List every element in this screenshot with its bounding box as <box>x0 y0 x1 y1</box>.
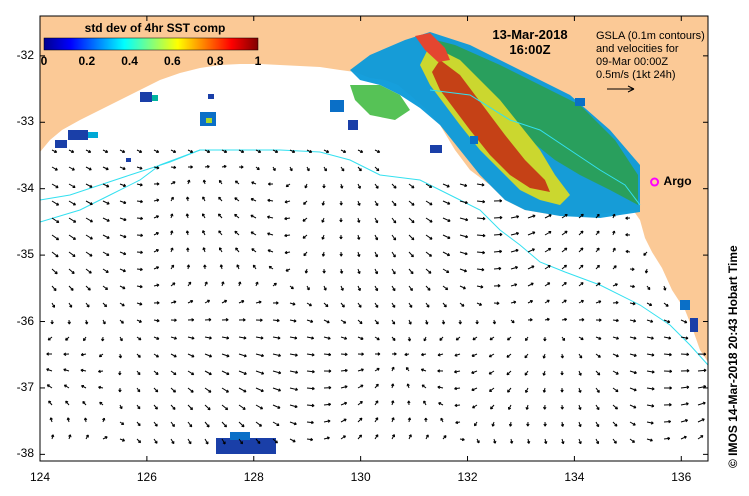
imos-credit: © IMOS 14-Mar-2018 20:43 Hobart Time <box>726 245 740 468</box>
y-tick-label: -37 <box>16 379 34 394</box>
colorbar-tick-label: 0.4 <box>121 54 138 68</box>
x-tick-label: 136 <box>671 470 692 484</box>
gsla-line-4: 0.5m/s (1kt 24h) <box>596 69 676 81</box>
date-label: 13-Mar-2018 16:00Z <box>470 27 590 57</box>
x-tick-label: 134 <box>564 470 585 484</box>
x-tick-label: 128 <box>243 470 264 484</box>
gsla-line-3: 09-Mar 00:00Z <box>596 56 669 68</box>
colorbar-tick-label: 0 <box>40 54 48 68</box>
plot-frame <box>39 15 709 462</box>
legend-arrow-icon <box>607 85 635 93</box>
colorbar-tick-label: 1 <box>254 54 262 68</box>
x-tick-label: 130 <box>350 470 371 484</box>
argo-icon <box>650 177 660 187</box>
date-text: 13-Mar-2018 <box>492 27 568 42</box>
sst-swath <box>350 32 640 218</box>
gsla-line-2: and velocities for <box>596 43 679 55</box>
colorbar-tick-label: 0.2 <box>78 54 96 68</box>
x-tick-label: 124 <box>29 470 51 484</box>
y-tick-label: -33 <box>16 114 34 129</box>
argo-label: Argo <box>663 174 692 189</box>
velocity-arrows <box>46 149 707 445</box>
argo-float-marker <box>650 177 660 187</box>
x-tick-label: 132 <box>457 470 478 484</box>
x-tick-label: 126 <box>136 470 157 484</box>
colorbar-tick-label: 0.8 <box>206 54 224 68</box>
gsla-contour-3 <box>429 89 641 206</box>
colorbar <box>43 37 259 51</box>
sst-speckles <box>55 92 698 454</box>
y-tick-label: -32 <box>16 47 34 62</box>
colorbar-title: std dev of 4hr SST comp <box>84 21 226 35</box>
gsla-line-1: GSLA (0.1m contours) <box>596 30 705 42</box>
y-tick-label: -36 <box>16 313 34 328</box>
y-tick-label: -35 <box>16 247 34 262</box>
y-tick-label: -34 <box>16 180 34 195</box>
gsla-legend: GSLA (0.1m contours) and velocities for … <box>596 30 736 82</box>
gsla-contour-2 <box>40 149 201 201</box>
y-tick-label: -38 <box>16 446 34 461</box>
colorbar-tick-label: 0.6 <box>164 54 181 68</box>
gsla-contour-1 <box>40 149 708 366</box>
time-text: 16:00Z <box>509 42 551 57</box>
